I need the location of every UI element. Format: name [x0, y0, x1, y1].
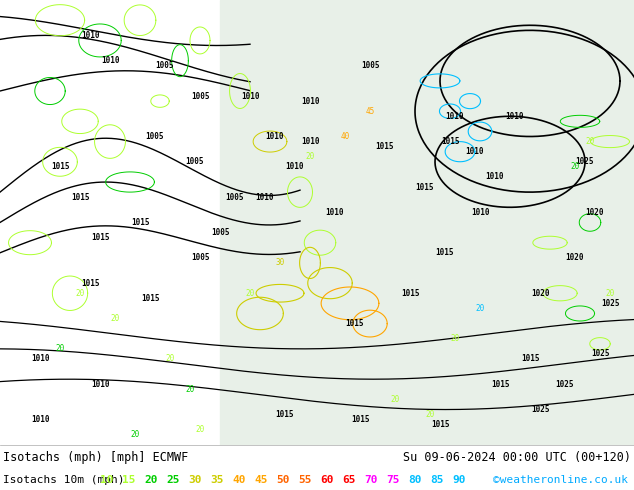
- Text: 1010: 1010: [81, 31, 100, 40]
- Text: 1010: 1010: [91, 380, 109, 389]
- Text: 15: 15: [122, 475, 136, 485]
- Text: 1010: 1010: [256, 193, 275, 202]
- Text: 45: 45: [254, 475, 268, 485]
- Text: 10: 10: [100, 475, 113, 485]
- Text: 20: 20: [425, 410, 435, 419]
- Text: 1010: 1010: [301, 137, 320, 146]
- Text: 1015: 1015: [436, 248, 454, 257]
- Text: 30: 30: [275, 258, 285, 268]
- Text: 1015: 1015: [141, 294, 159, 303]
- Text: 40: 40: [340, 132, 349, 141]
- Text: 1025: 1025: [591, 349, 609, 358]
- Text: 1010: 1010: [286, 162, 304, 171]
- Text: Isotachs 10m (mph): Isotachs 10m (mph): [3, 475, 124, 485]
- Text: 70: 70: [365, 475, 378, 485]
- Text: 1015: 1015: [71, 193, 89, 202]
- Text: 1025: 1025: [556, 380, 574, 389]
- Text: 1015: 1015: [91, 233, 109, 242]
- Text: 1005: 1005: [191, 253, 209, 262]
- Text: ©weatheronline.co.uk: ©weatheronline.co.uk: [493, 475, 628, 485]
- Text: 1015: 1015: [430, 420, 450, 429]
- Text: 20: 20: [185, 385, 195, 394]
- Text: 1015: 1015: [346, 319, 365, 328]
- Text: 1005: 1005: [191, 92, 209, 100]
- Text: 20: 20: [165, 354, 174, 364]
- Text: 20: 20: [476, 304, 484, 313]
- Text: 1015: 1015: [491, 380, 509, 389]
- Text: 20: 20: [585, 137, 595, 146]
- Text: 20: 20: [75, 289, 84, 298]
- Text: 20: 20: [605, 289, 614, 298]
- Text: 1010: 1010: [31, 354, 49, 364]
- Text: Isotachs (mph) [mph] ECMWF: Isotachs (mph) [mph] ECMWF: [3, 451, 188, 464]
- Text: 1010: 1010: [31, 415, 49, 424]
- Text: 20: 20: [450, 334, 460, 343]
- Text: 1005: 1005: [226, 193, 244, 202]
- Text: 1015: 1015: [521, 354, 540, 364]
- Text: 40: 40: [232, 475, 246, 485]
- Text: 1005: 1005: [186, 157, 204, 166]
- Text: 1010: 1010: [266, 132, 284, 141]
- Text: 85: 85: [430, 475, 444, 485]
- Text: 1015: 1015: [376, 142, 394, 151]
- Text: 25: 25: [166, 475, 180, 485]
- Text: 1010: 1010: [466, 147, 484, 156]
- Text: 20: 20: [245, 289, 255, 298]
- Text: 1015: 1015: [441, 137, 459, 146]
- Text: 20: 20: [391, 395, 399, 404]
- Text: 80: 80: [408, 475, 422, 485]
- Text: 1010: 1010: [301, 97, 320, 106]
- Text: 30: 30: [188, 475, 202, 485]
- Text: 35: 35: [210, 475, 224, 485]
- Text: 20: 20: [131, 430, 139, 440]
- Text: 1015: 1015: [131, 218, 149, 227]
- Text: 20: 20: [145, 475, 158, 485]
- Text: 1005: 1005: [361, 61, 379, 70]
- Text: 1005: 1005: [146, 132, 164, 141]
- Text: 20: 20: [55, 344, 65, 353]
- Text: 20: 20: [306, 152, 314, 161]
- Text: 65: 65: [342, 475, 356, 485]
- Text: 20: 20: [110, 314, 120, 323]
- Text: 20: 20: [571, 162, 579, 171]
- Text: 60: 60: [320, 475, 333, 485]
- Text: 1025: 1025: [531, 405, 549, 414]
- Text: 1020: 1020: [566, 253, 585, 262]
- Text: 90: 90: [452, 475, 466, 485]
- Text: 1015: 1015: [401, 289, 419, 298]
- Text: Su 09-06-2024 00:00 UTC (00+120): Su 09-06-2024 00:00 UTC (00+120): [403, 451, 631, 464]
- Text: 1010: 1010: [326, 208, 344, 217]
- Text: 1015: 1015: [51, 162, 69, 171]
- Text: 1025: 1025: [601, 299, 619, 308]
- Text: 55: 55: [298, 475, 312, 485]
- Text: 1015: 1015: [351, 415, 369, 424]
- Text: 1005: 1005: [210, 228, 230, 237]
- Text: 1010: 1010: [101, 56, 119, 65]
- Text: 1005: 1005: [156, 61, 174, 70]
- Text: 1025: 1025: [576, 157, 594, 166]
- Text: 1020: 1020: [531, 289, 549, 298]
- Text: 1010: 1010: [471, 208, 489, 217]
- Text: 1010: 1010: [446, 112, 464, 121]
- Text: 1015: 1015: [276, 410, 294, 419]
- Text: 1015: 1015: [81, 279, 100, 288]
- Text: 1020: 1020: [586, 208, 604, 217]
- Text: 20: 20: [195, 425, 205, 434]
- Text: 1010: 1010: [241, 92, 259, 100]
- Text: 1010: 1010: [506, 112, 524, 121]
- Text: 50: 50: [276, 475, 290, 485]
- Text: 75: 75: [386, 475, 400, 485]
- Bar: [220, 0, 634, 445]
- Text: 1010: 1010: [486, 172, 504, 181]
- Text: 45: 45: [365, 107, 375, 116]
- Text: 1015: 1015: [416, 183, 434, 192]
